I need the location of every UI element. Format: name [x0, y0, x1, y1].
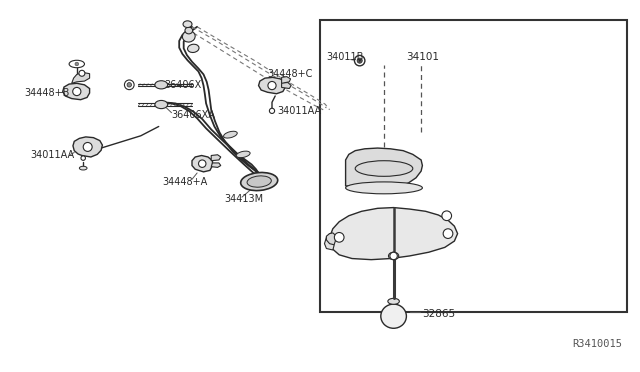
Circle shape: [443, 229, 453, 238]
Polygon shape: [330, 208, 458, 260]
Circle shape: [359, 60, 360, 61]
Text: 34011B: 34011B: [326, 52, 364, 61]
Circle shape: [124, 80, 134, 90]
Ellipse shape: [188, 44, 199, 52]
Circle shape: [442, 211, 452, 221]
Circle shape: [355, 55, 365, 66]
Text: 34101: 34101: [406, 52, 440, 61]
Ellipse shape: [185, 27, 193, 34]
Circle shape: [359, 60, 360, 61]
Circle shape: [359, 60, 360, 61]
Text: 34413M: 34413M: [224, 194, 263, 204]
Ellipse shape: [381, 304, 406, 328]
Circle shape: [83, 142, 92, 151]
Ellipse shape: [69, 60, 84, 68]
Text: 34011AA: 34011AA: [31, 151, 75, 160]
Circle shape: [127, 83, 131, 87]
Circle shape: [359, 60, 360, 61]
Text: R3410015: R3410015: [572, 339, 622, 349]
Ellipse shape: [388, 252, 399, 260]
Circle shape: [390, 252, 397, 260]
Circle shape: [269, 108, 275, 113]
Polygon shape: [324, 234, 334, 250]
Ellipse shape: [247, 176, 271, 187]
Circle shape: [79, 70, 85, 76]
Text: 32865: 32865: [422, 310, 456, 319]
Polygon shape: [211, 155, 221, 161]
Text: 36406X: 36406X: [164, 80, 201, 90]
Ellipse shape: [183, 21, 192, 28]
Polygon shape: [259, 77, 285, 94]
Text: 34448+C: 34448+C: [268, 70, 313, 79]
Ellipse shape: [223, 131, 237, 138]
Text: 34448+A: 34448+A: [162, 177, 207, 187]
Ellipse shape: [155, 81, 168, 89]
Circle shape: [198, 160, 206, 167]
Polygon shape: [72, 73, 90, 83]
Ellipse shape: [346, 182, 422, 194]
Circle shape: [359, 60, 360, 61]
Ellipse shape: [241, 173, 278, 190]
Polygon shape: [73, 137, 102, 157]
Ellipse shape: [355, 161, 413, 176]
Ellipse shape: [388, 298, 399, 304]
Polygon shape: [192, 155, 212, 172]
Text: 34448+B: 34448+B: [24, 88, 70, 98]
Polygon shape: [326, 233, 335, 245]
Ellipse shape: [182, 31, 195, 42]
Polygon shape: [63, 83, 90, 100]
Text: 34011AA: 34011AA: [277, 106, 321, 116]
Polygon shape: [282, 77, 291, 83]
Ellipse shape: [236, 151, 250, 158]
Ellipse shape: [79, 166, 87, 170]
Polygon shape: [282, 83, 291, 89]
Circle shape: [268, 81, 276, 90]
Circle shape: [75, 62, 79, 66]
Polygon shape: [346, 148, 422, 190]
Circle shape: [357, 58, 362, 63]
Circle shape: [334, 232, 344, 242]
Circle shape: [73, 87, 81, 96]
Ellipse shape: [155, 100, 168, 109]
Bar: [320, 20, 627, 312]
Circle shape: [81, 156, 85, 160]
Circle shape: [359, 60, 360, 61]
Text: 36406XA: 36406XA: [172, 110, 216, 119]
Polygon shape: [211, 163, 221, 167]
